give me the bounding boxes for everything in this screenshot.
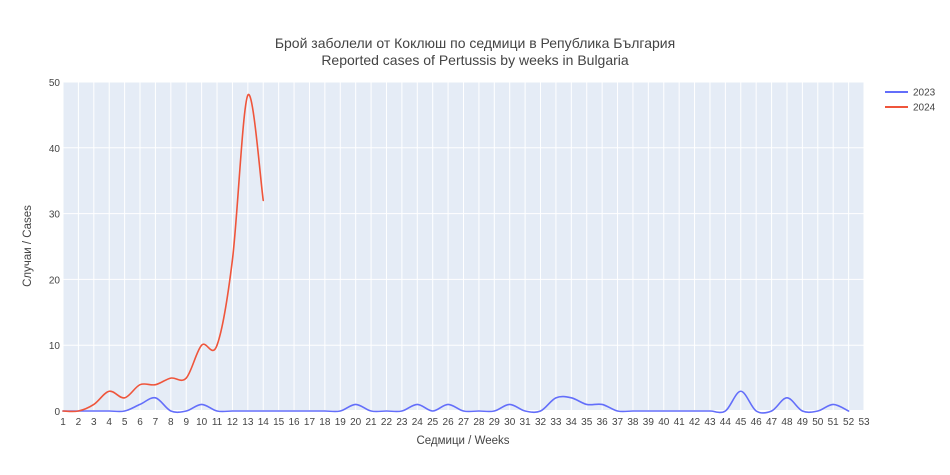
x-tick-label: 3 <box>91 417 97 428</box>
x-axis-ticks: 1 2 3 4 5 6 7 8 9 10 11 12 13 14 15 16 17 18 19 20 21 22 23 24 2… <box>60 417 870 428</box>
x-tick-label: 9 <box>183 417 189 428</box>
x-tick-label: 39 <box>643 417 655 428</box>
x-tick-label: 10 <box>196 417 208 428</box>
x-tick-label: 25 <box>427 417 439 428</box>
x-tick-label: 50 <box>812 417 824 428</box>
y-tick-label: 10 <box>49 341 61 352</box>
gridlines <box>62 81 865 412</box>
x-tick-label: 35 <box>581 417 593 428</box>
x-tick-label: 29 <box>489 417 501 428</box>
legend-label: 2024 <box>913 103 936 114</box>
x-tick-label: 12 <box>227 417 239 428</box>
series-lines <box>62 94 850 414</box>
legend[interactable]: 2023 2024 <box>885 88 936 114</box>
y-tick-label: 20 <box>49 275 61 286</box>
x-tick-label: 1 <box>60 417 66 428</box>
y-axis-ticks: 0 10 20 30 40 50 <box>49 78 61 418</box>
x-tick-label: 37 <box>612 417 624 428</box>
x-tick-label: 53 <box>858 417 870 428</box>
x-tick-label: 45 <box>735 417 747 428</box>
legend-item-2024[interactable]: 2024 <box>885 103 936 114</box>
x-tick-label: 18 <box>319 417 331 428</box>
chart-titles: Брой заболели от Коклюш по седмици в Реп… <box>275 35 675 68</box>
x-tick-label: 46 <box>751 417 763 428</box>
x-tick-label: 42 <box>689 417 701 428</box>
x-tick-label: 26 <box>443 417 455 428</box>
x-tick-label: 51 <box>828 417 840 428</box>
series-line-2024 <box>62 94 265 413</box>
x-tick-label: 21 <box>366 417 378 428</box>
x-tick-label: 19 <box>335 417 347 428</box>
x-tick-label: 38 <box>627 417 639 428</box>
x-tick-label: 28 <box>473 417 485 428</box>
x-tick-label: 15 <box>273 417 285 428</box>
y-tick-label: 50 <box>49 78 61 89</box>
y-tick-label: 40 <box>49 144 61 155</box>
x-tick-label: 24 <box>412 417 424 428</box>
x-tick-label: 14 <box>258 417 270 428</box>
chart-title: Брой заболели от Коклюш по седмици в Реп… <box>275 35 675 51</box>
y-axis-title: Случаи / Cases <box>22 205 34 287</box>
x-tick-label: 36 <box>597 417 609 428</box>
x-tick-label: 7 <box>153 417 159 428</box>
y-tick-label: 0 <box>54 407 60 418</box>
x-tick-label: 13 <box>242 417 254 428</box>
legend-label: 2023 <box>913 88 936 99</box>
x-tick-label: 33 <box>550 417 562 428</box>
x-tick-label: 6 <box>137 417 143 428</box>
x-tick-label: 17 <box>304 417 316 428</box>
x-tick-label: 11 <box>212 417 223 428</box>
x-tick-label: 30 <box>504 417 516 428</box>
x-tick-label: 44 <box>720 417 732 428</box>
x-tick-label: 52 <box>843 417 855 428</box>
x-tick-label: 23 <box>396 417 408 428</box>
x-tick-label: 4 <box>106 417 112 428</box>
x-tick-label: 41 <box>674 417 686 428</box>
x-axis-title: Седмици / Weeks <box>416 435 509 447</box>
x-tick-label: 49 <box>797 417 809 428</box>
series-line-2023 <box>62 390 850 414</box>
x-tick-label: 27 <box>458 417 470 428</box>
x-tick-label: 32 <box>535 417 547 428</box>
x-tick-label: 43 <box>704 417 716 428</box>
x-tick-label: 8 <box>168 417 174 428</box>
y-tick-label: 30 <box>49 210 61 221</box>
x-tick-label: 5 <box>122 417 128 428</box>
x-tick-label: 16 <box>288 417 300 428</box>
x-tick-label: 20 <box>350 417 362 428</box>
x-tick-label: 2 <box>76 417 82 428</box>
x-tick-label: 34 <box>566 417 578 428</box>
x-tick-label: 31 <box>520 417 532 428</box>
chart-subtitle: Reported cases of Pertussis by weeks in … <box>321 52 629 68</box>
x-tick-label: 48 <box>781 417 793 428</box>
legend-item-2023[interactable]: 2023 <box>885 88 936 99</box>
x-tick-label: 47 <box>766 417 778 428</box>
x-tick-label: 40 <box>658 417 670 428</box>
x-tick-label: 22 <box>381 417 393 428</box>
